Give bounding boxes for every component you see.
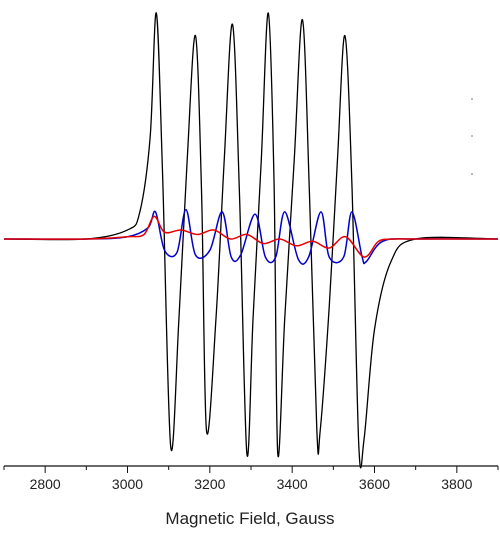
stray-mark-2 xyxy=(471,135,473,137)
stray-mark-3 xyxy=(471,173,473,175)
x-tick-label: 3600 xyxy=(359,476,390,492)
x-tick-label: 3800 xyxy=(441,476,472,492)
x-tick-label: 3000 xyxy=(112,476,143,492)
series-layer xyxy=(3,12,499,469)
x-tick-label: 3200 xyxy=(194,476,225,492)
stray-mark-1 xyxy=(471,98,473,100)
stray-marks xyxy=(471,98,473,175)
x-tick-label: 2800 xyxy=(30,476,61,492)
series-line-1 xyxy=(3,12,499,469)
x-tick-label: 3400 xyxy=(277,476,308,492)
x-axis-title: Magnetic Field, Gauss xyxy=(165,509,334,528)
x-tick-layer: 2800 3000 3200 3400 3600 3800 xyxy=(3,466,499,492)
series-line-3 xyxy=(3,215,498,258)
